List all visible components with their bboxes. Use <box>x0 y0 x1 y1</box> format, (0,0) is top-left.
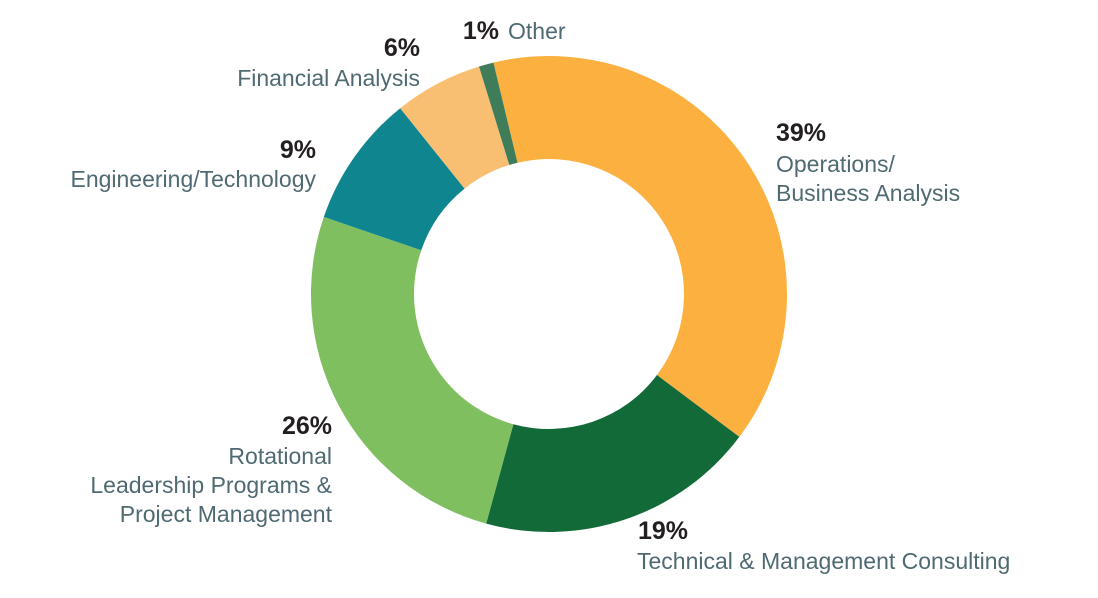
slice-other <box>479 62 518 165</box>
label-percent-financial: 6% <box>384 34 420 62</box>
label-category-other: Other <box>508 18 566 44</box>
slices-group <box>311 56 787 532</box>
label-category-consulting: Technical & Management Consulting <box>637 548 1010 574</box>
label-category-engineering: Engineering/Technology <box>70 166 316 192</box>
label-percent-engineering: 9% <box>280 136 316 164</box>
slice-technical <box>486 375 740 532</box>
label-category-rotational: Rotational Leadership Programs & Project M… <box>90 443 332 527</box>
label-percent-consulting: 19% <box>638 517 688 545</box>
label-category-operations: Operations/Business Analysis <box>776 151 960 206</box>
label-percent-rotational: 26% <box>282 412 332 440</box>
slice-engineering <box>323 108 465 251</box>
slice-operations <box>493 56 787 437</box>
label-category-financial: Financial Analysis <box>237 65 420 91</box>
label-percent-operations: 39% <box>776 119 826 147</box>
slice-financial <box>400 66 510 189</box>
label-percent-other: 1% <box>463 17 499 45</box>
slice-rotational <box>311 216 514 524</box>
